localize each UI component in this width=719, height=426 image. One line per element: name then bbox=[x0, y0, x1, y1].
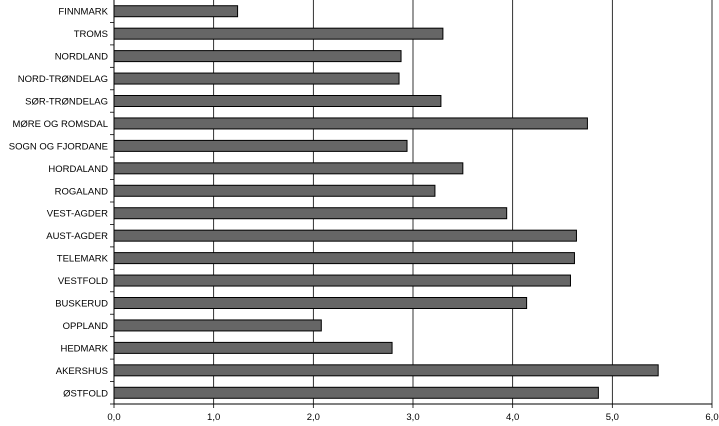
bar bbox=[113, 274, 571, 287]
x-tick-label: 3,0 bbox=[406, 412, 419, 423]
x-tick-label: 1,0 bbox=[207, 412, 220, 423]
bar bbox=[113, 162, 464, 175]
bar bbox=[113, 207, 508, 220]
bar bbox=[113, 139, 408, 152]
bar bbox=[113, 117, 588, 130]
category-label: AUST-AGDER bbox=[46, 231, 108, 242]
category-label: FINNMARK bbox=[58, 7, 108, 18]
gridlines bbox=[213, 0, 713, 404]
category-label: AKERSHUS bbox=[56, 366, 108, 377]
bars bbox=[113, 5, 659, 399]
bar bbox=[113, 95, 442, 107]
bar bbox=[113, 297, 528, 309]
bar bbox=[113, 386, 599, 399]
bar bbox=[113, 50, 402, 63]
category-label: OPPLAND bbox=[63, 321, 109, 332]
bar bbox=[113, 184, 436, 197]
bar bbox=[113, 229, 577, 242]
category-labels: FINNMARK TROMS NORDLAND NORD-TRØNDELAG SØR-T… bbox=[9, 7, 109, 400]
bar bbox=[113, 341, 393, 354]
bar bbox=[113, 72, 400, 85]
category-label: VESTFOLD bbox=[58, 276, 108, 287]
category-label: ROGALAND bbox=[55, 186, 108, 197]
x-tick-label: 0,0 bbox=[107, 412, 120, 423]
category-label: TROMS bbox=[74, 29, 108, 40]
x-tick-label: 5,0 bbox=[606, 412, 619, 423]
bar bbox=[113, 27, 444, 40]
category-label: SØR-TRØNDELAG bbox=[25, 97, 108, 108]
axes bbox=[110, 0, 713, 408]
bar bbox=[113, 364, 659, 377]
category-label: HORDALAND bbox=[48, 164, 108, 175]
category-label: BUSKERUD bbox=[55, 299, 108, 310]
x-tick-label: 2,0 bbox=[307, 412, 320, 423]
bar bbox=[113, 319, 322, 332]
category-label: VEST-AGDER bbox=[47, 209, 108, 220]
category-label: NORDLAND bbox=[55, 52, 108, 63]
category-label: ØSTFOLD bbox=[63, 388, 108, 399]
x-tick-label: 6,0 bbox=[705, 412, 718, 423]
bar bbox=[113, 252, 575, 265]
category-label: HEDMARK bbox=[60, 343, 108, 354]
x-tick-label: 4,0 bbox=[506, 412, 519, 423]
category-label: MØRE OG ROMSDAL bbox=[12, 119, 108, 130]
tick-labels: 0,0 1,0 2,0 3,0 4,0 5,0 6,0 bbox=[107, 412, 718, 423]
category-label: NORD-TRØNDELAG bbox=[18, 74, 108, 85]
category-label: TELEMARK bbox=[57, 254, 109, 265]
bar bbox=[113, 5, 239, 18]
category-label: SOGN OG FJORDANE bbox=[9, 141, 108, 152]
